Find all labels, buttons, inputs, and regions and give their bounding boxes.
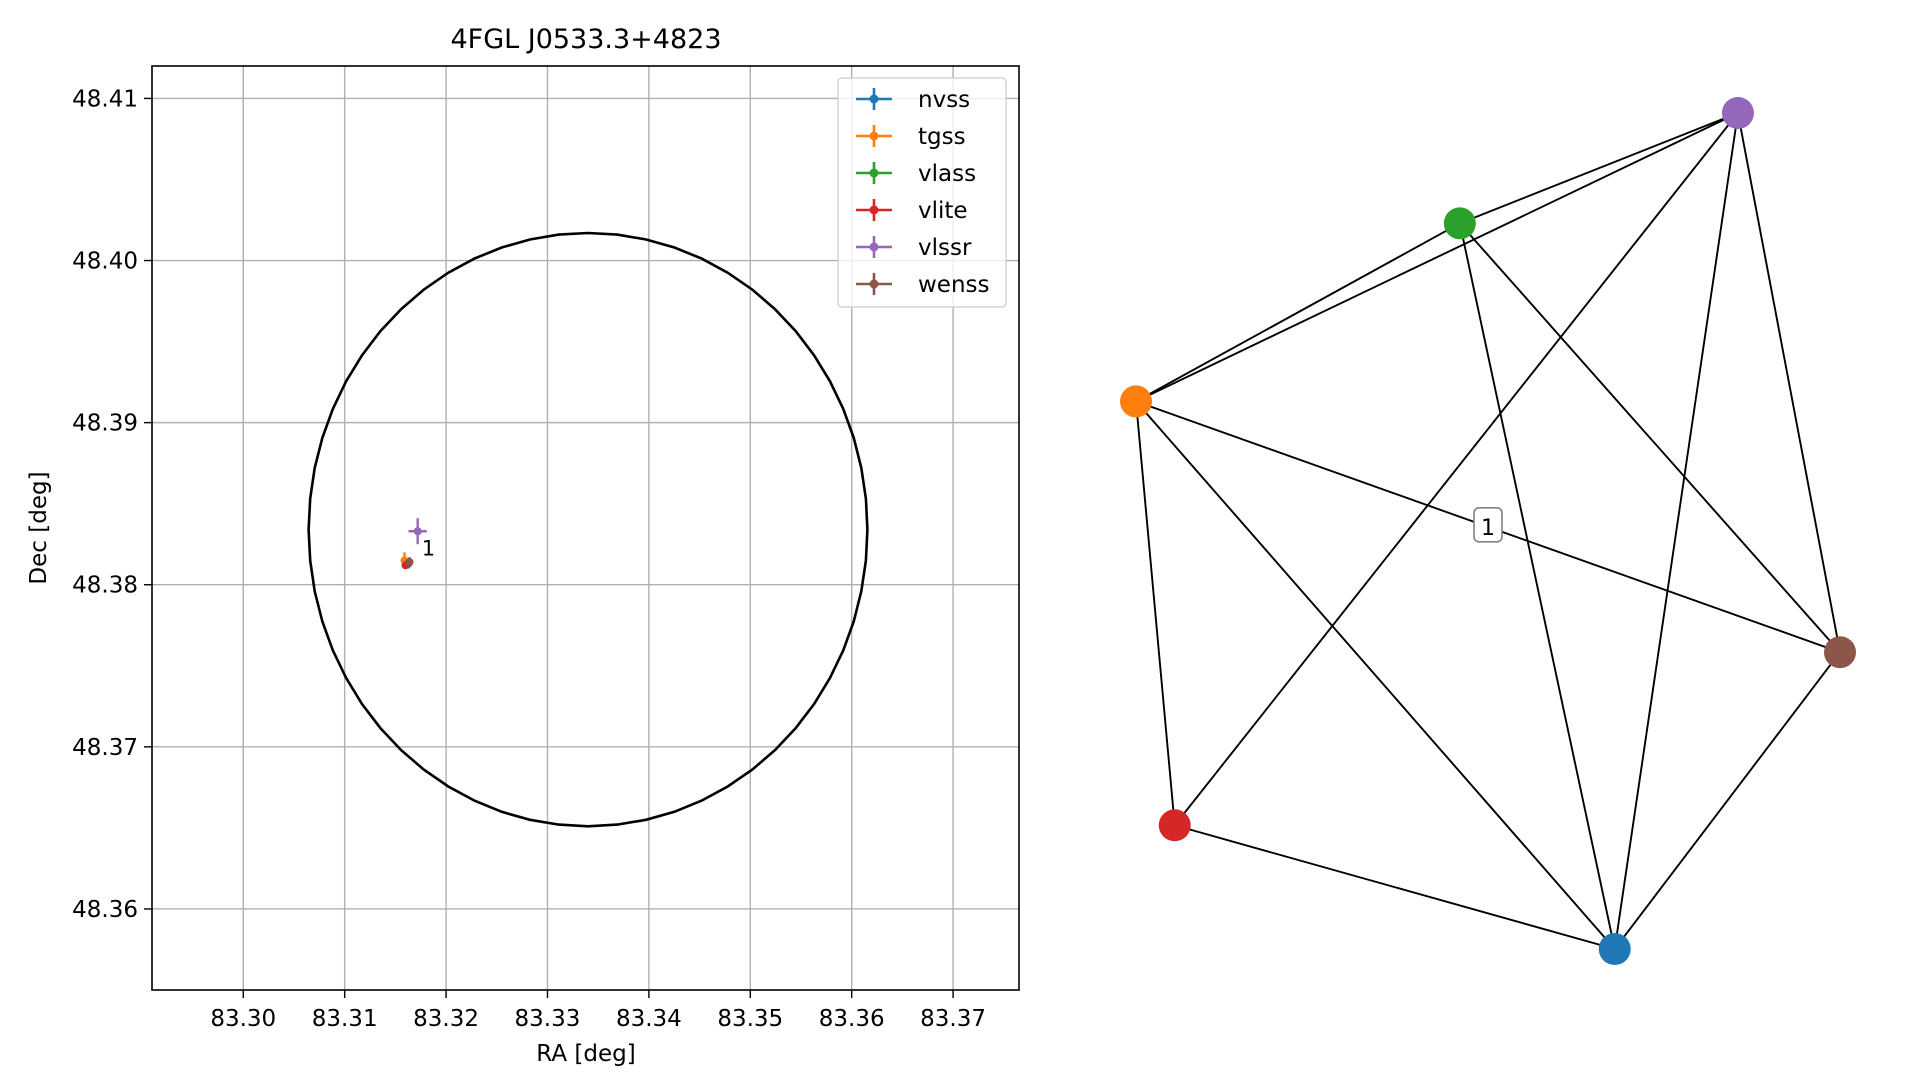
edge-vlass-wenss: [1459, 222, 1841, 653]
axis-ticks-layer: 83.30 83.31 83.32 83.33 83.34 83.35 83.36 83.37…: [72, 86, 986, 1032]
edge-vlssr-nvss: [1613, 112, 1739, 950]
legend-vlite-marker: [869, 205, 879, 215]
y-tick-label: 48.39: [72, 411, 138, 437]
legend-nvss-label: nvss: [918, 87, 970, 113]
y-tick-label: 48.40: [72, 249, 138, 275]
legend-vlass-marker: [869, 168, 879, 178]
x-tick-label: 83.32: [413, 1006, 479, 1032]
edge-label-layer: 1: [1473, 507, 1503, 543]
localization-circle-layer: [307, 231, 869, 828]
edge-vlite-nvss: [1174, 824, 1615, 950]
point-wenss: [405, 558, 414, 567]
scatter-panel: 4FGL J0533.3+4823 1 83.30 83.31 83.32 83.33…: [26, 24, 1020, 1067]
node-tgss: [1120, 385, 1152, 418]
edge-tgss-vlssr: [1135, 112, 1739, 403]
x-tick-label: 83.31: [312, 1006, 378, 1032]
node-wenss: [1824, 636, 1856, 669]
edge-tgss-vlass: [1135, 222, 1461, 403]
x-tick-label: 83.34: [616, 1006, 682, 1032]
x-tick-label: 83.35: [717, 1006, 783, 1032]
y-axis-label: Dec [deg]: [26, 471, 52, 584]
legend: nvss tgss vlass vlite vlssr wenss: [837, 77, 1007, 308]
data-points-layer: 1: [400, 518, 435, 570]
plot-frame: [151, 65, 1020, 991]
x-axis-label: RA [deg]: [536, 1041, 635, 1067]
legend-tgss-marker: [869, 131, 879, 141]
edge-tgss-vlite: [1135, 401, 1176, 826]
edge-label-box: [1473, 507, 1503, 543]
y-tick-label: 48.37: [72, 735, 138, 761]
legend-wenss-label: wenss: [918, 272, 990, 298]
legend-nvss-marker: [869, 94, 879, 104]
edge-label: 1: [1481, 516, 1495, 541]
node-vlite: [1158, 809, 1191, 842]
edge-tgss-nvss: [1135, 400, 1616, 950]
chart-title: 4FGL J0533.3+4823: [450, 24, 721, 55]
localization-circle: [307, 231, 869, 828]
y-tick-label: 48.38: [72, 573, 138, 599]
point-vlssr: [413, 527, 422, 536]
legend-vlssr-marker: [869, 242, 879, 252]
node-nvss: [1598, 933, 1631, 965]
network-panel: 1: [1120, 97, 1856, 965]
nodes-layer: [1120, 97, 1856, 965]
x-tick-label: 83.36: [819, 1006, 885, 1032]
y-tick-label: 48.36: [72, 897, 138, 923]
edge-vlass-vlssr: [1459, 112, 1739, 225]
legend-tgss-label: tgss: [918, 124, 966, 150]
node-vlssr: [1721, 97, 1754, 129]
edge-vlass-nvss: [1458, 223, 1616, 950]
x-tick-label: 83.33: [515, 1006, 581, 1032]
legend-vlass-label: vlass: [918, 161, 976, 187]
legend-wenss-marker: [869, 279, 879, 289]
node-vlass: [1443, 207, 1476, 240]
edge-nvss-wenss: [1613, 651, 1841, 950]
edge-vlssr-vlite: [1173, 112, 1739, 826]
legend-vlssr-label: vlssr: [918, 235, 972, 261]
x-tick-label: 83.37: [920, 1006, 986, 1032]
y-tick-label: 48.41: [72, 86, 138, 112]
point-annotation: 1: [422, 536, 435, 560]
x-tick-label: 83.30: [210, 1006, 276, 1032]
legend-vlite-label: vlite: [918, 198, 968, 224]
edge-vlssr-wenss: [1736, 112, 1841, 653]
